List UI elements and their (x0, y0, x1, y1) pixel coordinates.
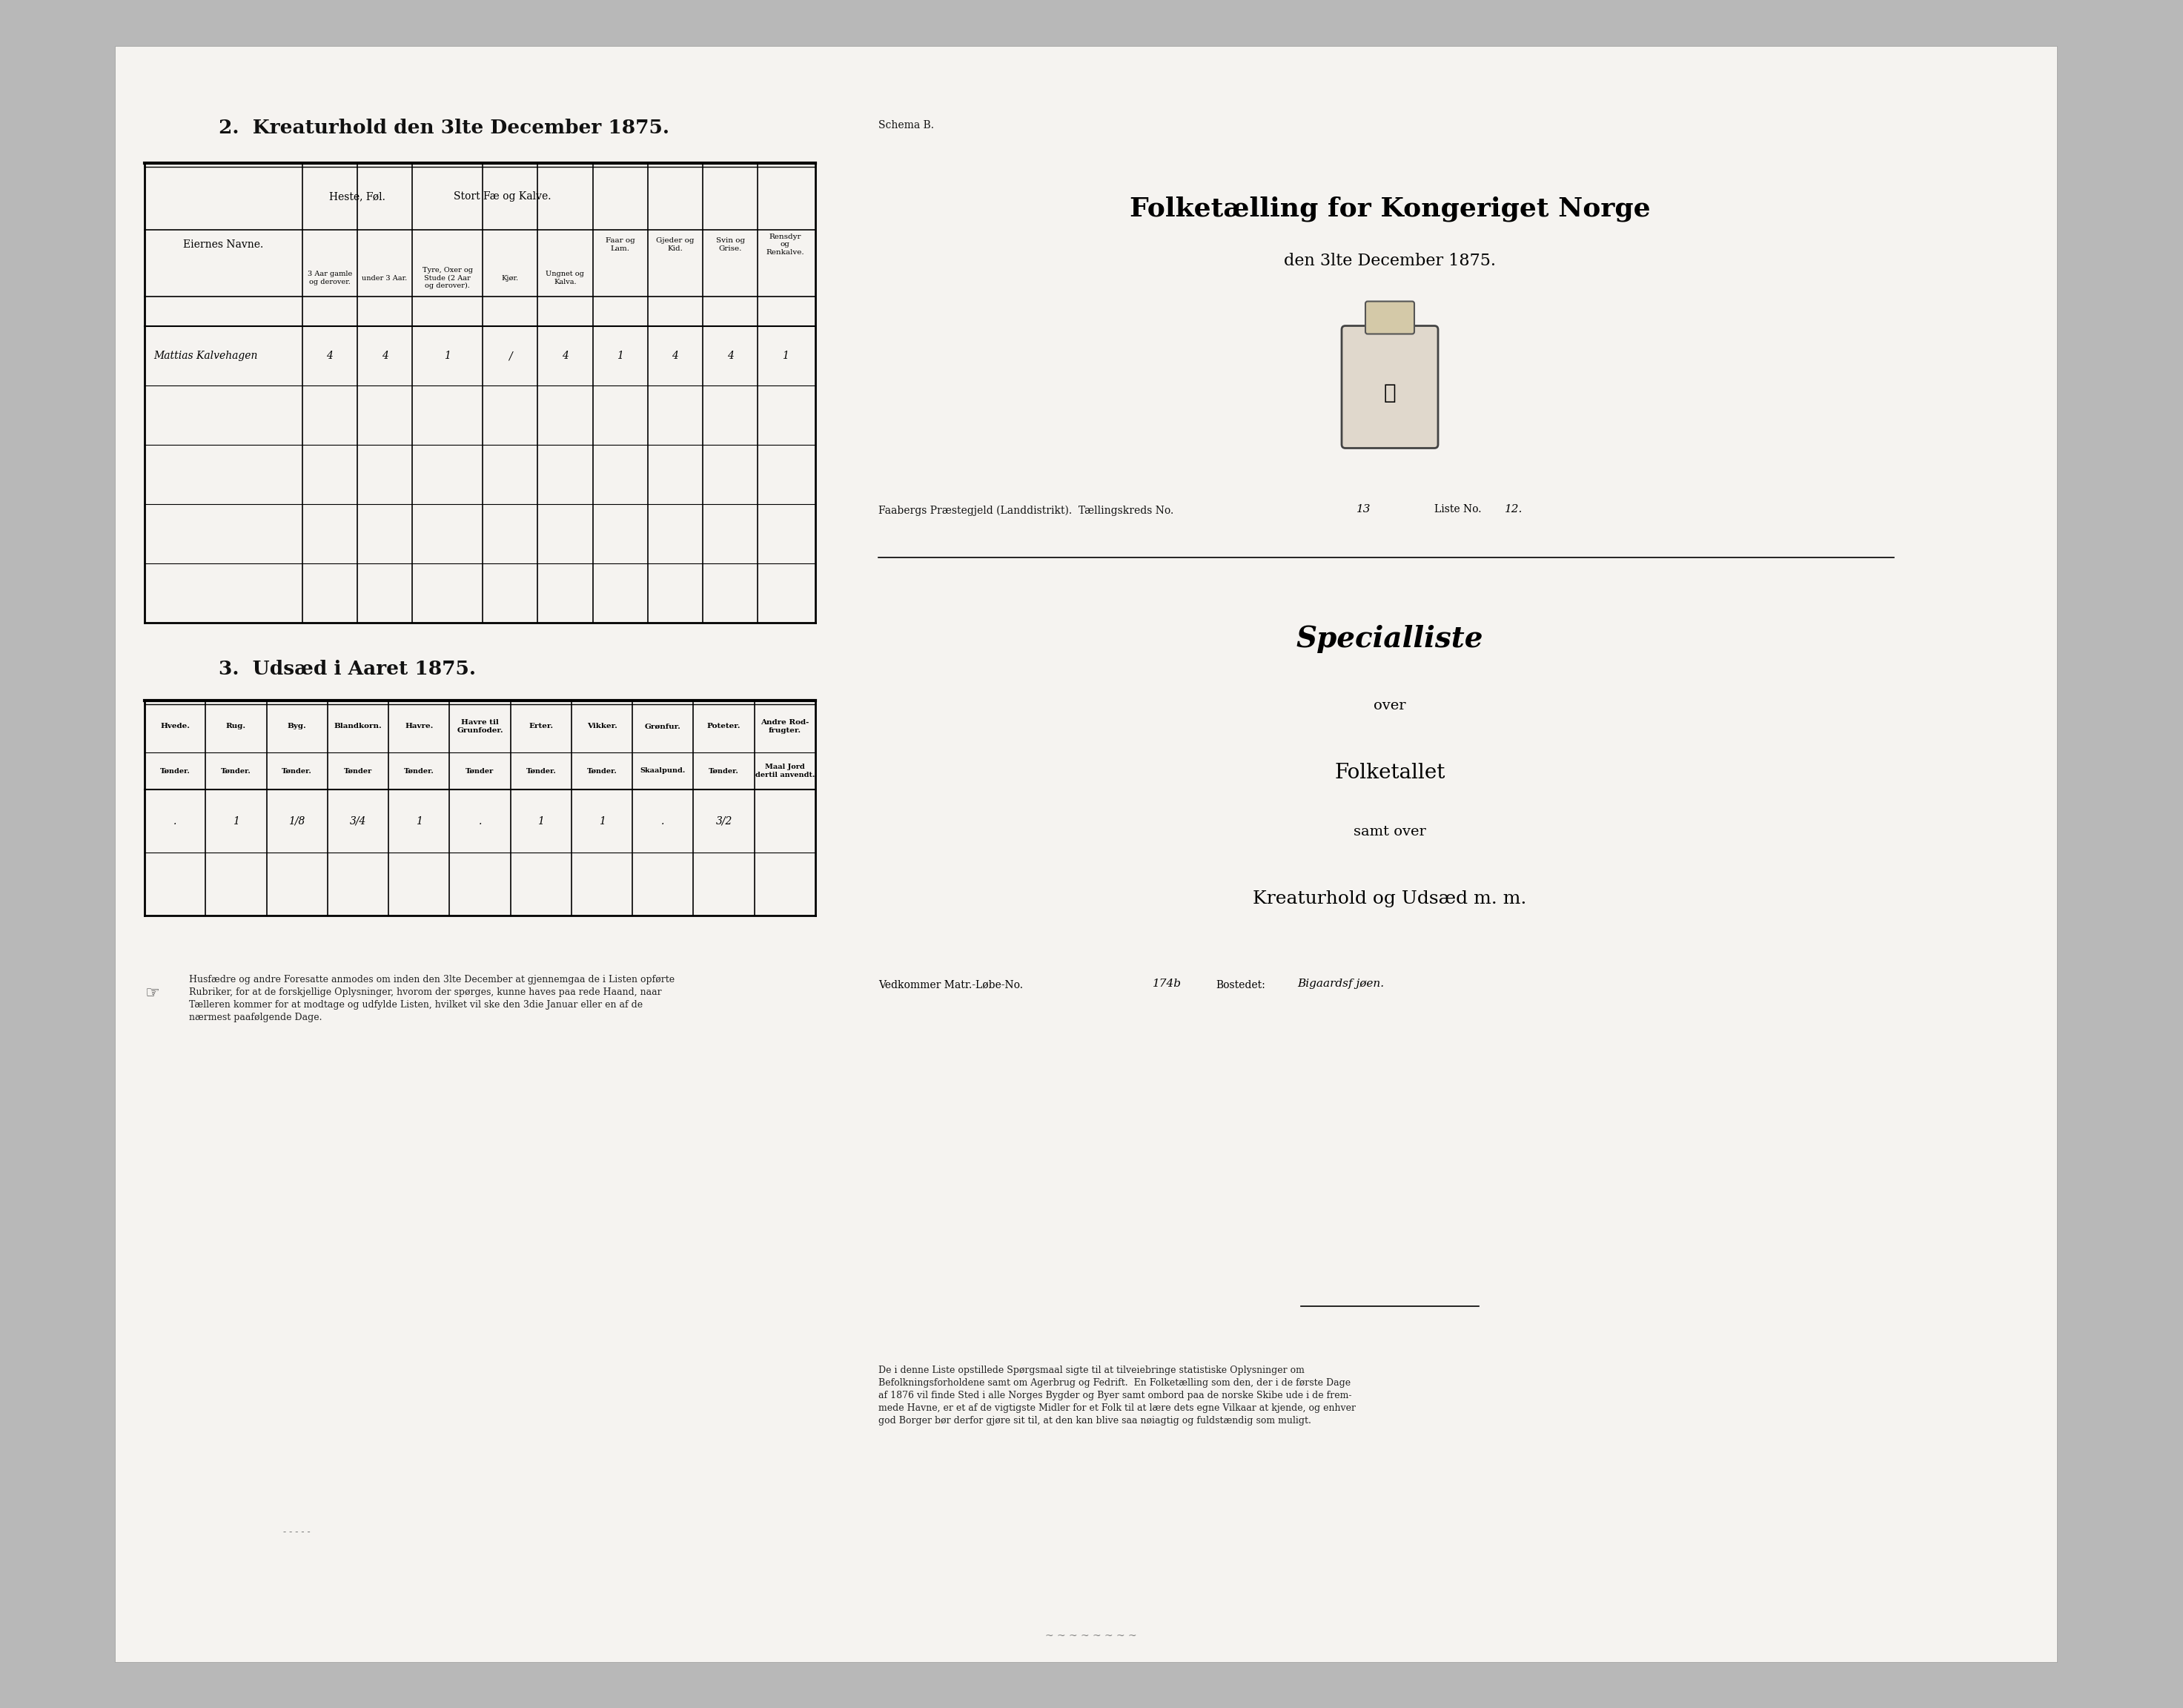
Text: Eiernes Navne.: Eiernes Navne. (183, 239, 264, 249)
Text: Andre Rod-
frugter.: Andre Rod- frugter. (760, 719, 810, 734)
Text: 🦁: 🦁 (1384, 383, 1395, 403)
Text: .: . (172, 816, 177, 827)
Text: 174b: 174b (1153, 979, 1181, 989)
Text: Maal Jord
dertil anvendt.: Maal Jord dertil anvendt. (755, 763, 814, 779)
Text: 3/4: 3/4 (349, 816, 367, 827)
Text: den 3lte December 1875.: den 3lte December 1875. (1284, 253, 1495, 270)
Text: Vedkommer Matr.-Løbe-No.: Vedkommer Matr.-Løbe-No. (878, 980, 1024, 991)
Text: Byg.: Byg. (288, 722, 306, 729)
Text: Ungnet og
Kalva.: Ungnet og Kalva. (546, 272, 585, 285)
Text: Kreaturhold og Udsæd m. m.: Kreaturhold og Udsæd m. m. (1253, 890, 1526, 907)
Text: Hvede.: Hvede. (159, 722, 190, 729)
Text: Vikker.: Vikker. (587, 722, 618, 729)
Text: Poteter.: Poteter. (707, 722, 740, 729)
Text: Tønder.: Tønder. (709, 767, 740, 774)
Text: samt over: samt over (1353, 825, 1425, 839)
Text: Bigaardsf jøen.: Bigaardsf jøen. (1297, 979, 1384, 989)
Text: Blandkorn.: Blandkorn. (334, 722, 382, 729)
Text: Erter.: Erter. (528, 722, 552, 729)
Text: Tønder.: Tønder. (526, 767, 557, 774)
Text: Rensdyr
og
Renkalve.: Rensdyr og Renkalve. (766, 234, 803, 256)
Text: Tønder.: Tønder. (404, 767, 434, 774)
Text: Tønder.: Tønder. (220, 767, 251, 774)
Text: Tønder: Tønder (343, 767, 371, 774)
Text: 1: 1 (782, 350, 788, 360)
Text: Bostedet:: Bostedet: (1216, 980, 1266, 991)
Text: Mattias Kalvehagen: Mattias Kalvehagen (153, 350, 258, 360)
Text: 1: 1 (537, 816, 544, 827)
Text: 4: 4 (561, 350, 568, 360)
Text: Specialliste: Specialliste (1297, 625, 1484, 652)
Text: Tyre, Oxer og
Stude (2 Aar
og derover).: Tyre, Oxer og Stude (2 Aar og derover). (421, 266, 474, 289)
Text: 4: 4 (727, 350, 733, 360)
Text: 3 Aar gamle
og derover.: 3 Aar gamle og derover. (308, 272, 351, 285)
Text: - - - - -: - - - - - (284, 1527, 310, 1537)
Text: over: over (1373, 699, 1406, 712)
Text: /: / (509, 350, 511, 360)
Text: Faar og
Lam.: Faar og Lam. (605, 237, 635, 251)
FancyBboxPatch shape (1364, 301, 1415, 335)
Text: 4: 4 (672, 350, 679, 360)
Text: Havre.: Havre. (404, 722, 432, 729)
Text: 1: 1 (443, 350, 450, 360)
Text: ~ ~ ~ ~ ~ ~ ~ ~: ~ ~ ~ ~ ~ ~ ~ ~ (1046, 1631, 1137, 1641)
Text: Husfædre og andre Foresatte anmodes om inden den 3lte December at gjennemgaa de : Husfædre og andre Foresatte anmodes om i… (190, 975, 675, 1023)
Text: 13: 13 (1356, 504, 1371, 514)
Text: 4: 4 (382, 350, 389, 360)
Text: 4: 4 (327, 350, 334, 360)
Text: Faabergs Præstegjeld (Landdistrikt).  Tællingskreds No.: Faabergs Præstegjeld (Landdistrikt). Tæl… (878, 506, 1174, 516)
Text: 1: 1 (598, 816, 605, 827)
Text: 12.: 12. (1504, 504, 1524, 514)
Text: Tønder.: Tønder. (282, 767, 312, 774)
Text: Kjør.: Kjør. (502, 275, 520, 282)
Text: 1/8: 1/8 (288, 816, 306, 827)
Text: Tønder.: Tønder. (587, 767, 618, 774)
Text: 3.  Udsæd i Aaret 1875.: 3. Udsæd i Aaret 1875. (218, 659, 476, 678)
Text: under 3 Aar.: under 3 Aar. (362, 275, 408, 282)
Text: .: . (661, 816, 664, 827)
Bar (116, 46, 2056, 1662)
Text: Tønder: Tønder (465, 767, 493, 774)
Text: Skaalpund.: Skaalpund. (640, 767, 685, 774)
Text: Heste, Føl.: Heste, Føl. (330, 191, 386, 202)
Text: Liste No.: Liste No. (1434, 504, 1482, 514)
Text: Gjeder og
Kid.: Gjeder og Kid. (657, 237, 694, 251)
Text: ☞: ☞ (144, 986, 159, 1001)
Text: Grønfur.: Grønfur. (644, 722, 681, 729)
Text: De i denne Liste opstillede Spørgsmaal sigte til at tilveiebringe statistiske Op: De i denne Liste opstillede Spørgsmaal s… (878, 1365, 1356, 1426)
Text: Rug.: Rug. (227, 722, 247, 729)
Text: 1: 1 (234, 816, 240, 827)
Text: Folketallet: Folketallet (1334, 762, 1445, 782)
Text: 1: 1 (415, 816, 421, 827)
Text: .: . (478, 816, 482, 827)
Text: Havre til
Grunfoder.: Havre til Grunfoder. (456, 719, 502, 734)
Text: Folketælling for Kongeriget Norge: Folketælling for Kongeriget Norge (1129, 196, 1650, 222)
Text: Stort Fæ og Kalve.: Stort Fæ og Kalve. (454, 191, 550, 202)
Text: 3/2: 3/2 (716, 816, 731, 827)
Text: Svin og
Grise.: Svin og Grise. (716, 237, 744, 251)
FancyBboxPatch shape (1343, 326, 1439, 447)
Text: 1: 1 (618, 350, 624, 360)
Text: Schema B.: Schema B. (878, 120, 934, 130)
Text: 2.  Kreaturhold den 3lte December 1875.: 2. Kreaturhold den 3lte December 1875. (218, 118, 670, 137)
Text: Tønder.: Tønder. (159, 767, 190, 774)
